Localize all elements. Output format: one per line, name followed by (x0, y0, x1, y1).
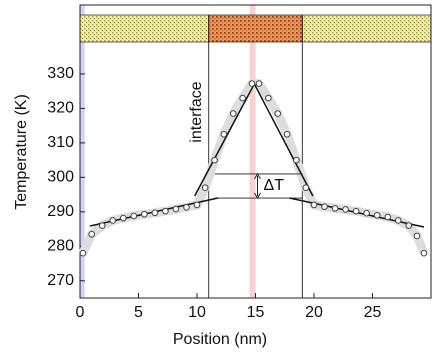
x-axis-label: Position (nm) (173, 331, 267, 348)
fit-line (253, 83, 314, 197)
data-point (413, 232, 421, 240)
y-axis-label: Temperature (K) (13, 94, 30, 210)
y-tick-label: 290 (47, 203, 74, 220)
data-point (88, 230, 95, 238)
data-point (141, 210, 148, 218)
data-point (283, 130, 291, 138)
arrow-head (254, 172, 261, 200)
x-tick-label: 5 (134, 304, 143, 321)
y-tick-label: 320 (47, 100, 74, 117)
strip-right (301, 14, 432, 43)
data-point (293, 156, 300, 164)
data-point (119, 214, 127, 222)
data-point (363, 209, 370, 217)
data-point (373, 211, 381, 219)
data-point (211, 156, 218, 164)
data-point (109, 217, 117, 224)
data-point (420, 249, 428, 257)
data-point (193, 201, 201, 209)
y-tick-label: 330 (47, 65, 74, 82)
y-tick-label: 280 (47, 238, 74, 255)
data-point (248, 80, 256, 87)
y-tick-label: 300 (47, 169, 74, 186)
x-tick-label: 0 (76, 304, 85, 321)
delta-t-label: ΔT (264, 177, 285, 194)
y-tick-label: 270 (47, 272, 74, 289)
x-tick-label: 25 (364, 304, 382, 321)
data-point (265, 94, 272, 102)
data-point (321, 203, 328, 210)
strip-left (79, 14, 210, 43)
x-tick-label: 20 (305, 304, 323, 321)
data-point (331, 205, 339, 212)
data-point (130, 212, 138, 220)
data-point (302, 184, 310, 191)
data-point (255, 80, 263, 87)
data-point (274, 110, 282, 117)
data-point (98, 222, 106, 229)
x-tick-label: 15 (247, 304, 265, 321)
highlight-band (80, 5, 85, 298)
data-point (172, 205, 180, 213)
data-point (183, 204, 190, 211)
x-tick-label: 10 (188, 304, 206, 321)
strip-interface (208, 14, 303, 43)
data-point (79, 249, 87, 257)
data-point (384, 213, 392, 221)
data-point (394, 217, 402, 224)
data-point (405, 222, 413, 229)
data-point (239, 94, 246, 102)
data-point (342, 206, 349, 213)
data-point (162, 207, 169, 215)
interface-label: interface (188, 81, 205, 142)
data-point (229, 110, 237, 117)
highlight-band (249, 5, 256, 298)
data-point (220, 130, 228, 138)
data-point (352, 207, 360, 215)
data-point (201, 184, 209, 191)
data-point (310, 201, 318, 209)
data-point (151, 209, 159, 217)
fit-line (193, 83, 255, 197)
y-tick-label: 310 (47, 134, 74, 151)
